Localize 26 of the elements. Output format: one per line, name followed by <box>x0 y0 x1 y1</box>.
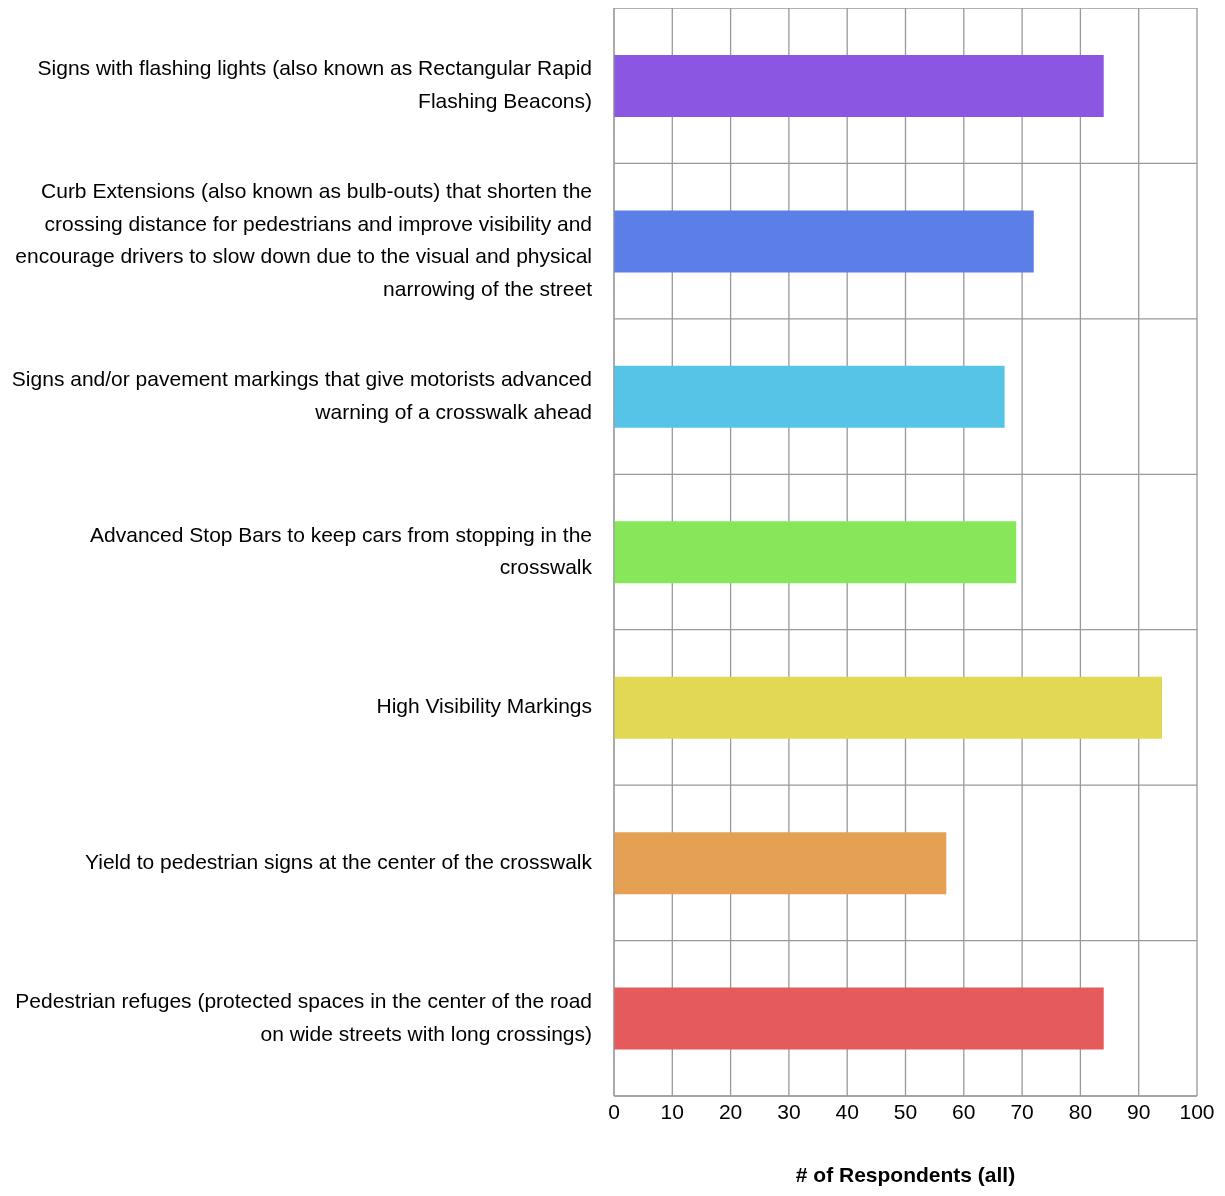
y-tick-label: Yield to pedestrian signs at the center of the crosswalk <box>85 849 593 873</box>
bar <box>614 365 1005 428</box>
y-tick-label: Advanced Stop Bars to keep cars from stopping in the crosswalk <box>90 522 593 578</box>
x-tick-label: 60 <box>952 1099 976 1123</box>
y-tick-label: Curb Extensions (also known as bulb-outs) that shorten the crossing distance for pedestrians and improve visibility and encourage drivers to slow down due to the visual and physical narrowing of the street <box>15 178 593 300</box>
x-tick-label: 30 <box>777 1099 801 1123</box>
y-tick-label: Signs and/or pavement markings that give motorists advanced warning of a crosswalk ahead <box>11 366 592 423</box>
bar <box>614 832 947 895</box>
y-tick-label: Signs with flashing lights (also known as Rectangular Rapid Flashing Beacons) <box>37 55 592 112</box>
x-tick-label: 10 <box>660 1099 684 1123</box>
x-tick-label: 0 <box>608 1099 620 1123</box>
x-tick-label: 80 <box>1068 1099 1093 1123</box>
bar <box>614 55 1104 117</box>
x-tick-label: 100 <box>1179 1099 1215 1123</box>
x-tick-label: 50 <box>893 1099 918 1123</box>
y-tick-label: High Visibility Markings <box>376 693 592 717</box>
x-tick-label: 40 <box>835 1099 859 1123</box>
x-tick-label: 90 <box>1127 1099 1151 1123</box>
bar <box>614 210 1034 273</box>
bar <box>614 987 1104 1050</box>
y-tick-label: Pedestrian refuges (protected spaces in the center of the road on wide streets with long crossings) <box>15 988 592 1045</box>
x-axis-title: # of Respondents (all) <box>795 1163 1016 1186</box>
bar <box>614 521 1017 584</box>
x-tick-label: 70 <box>1010 1099 1034 1123</box>
bar <box>614 676 1163 739</box>
x-tick-label: 20 <box>718 1099 743 1123</box>
